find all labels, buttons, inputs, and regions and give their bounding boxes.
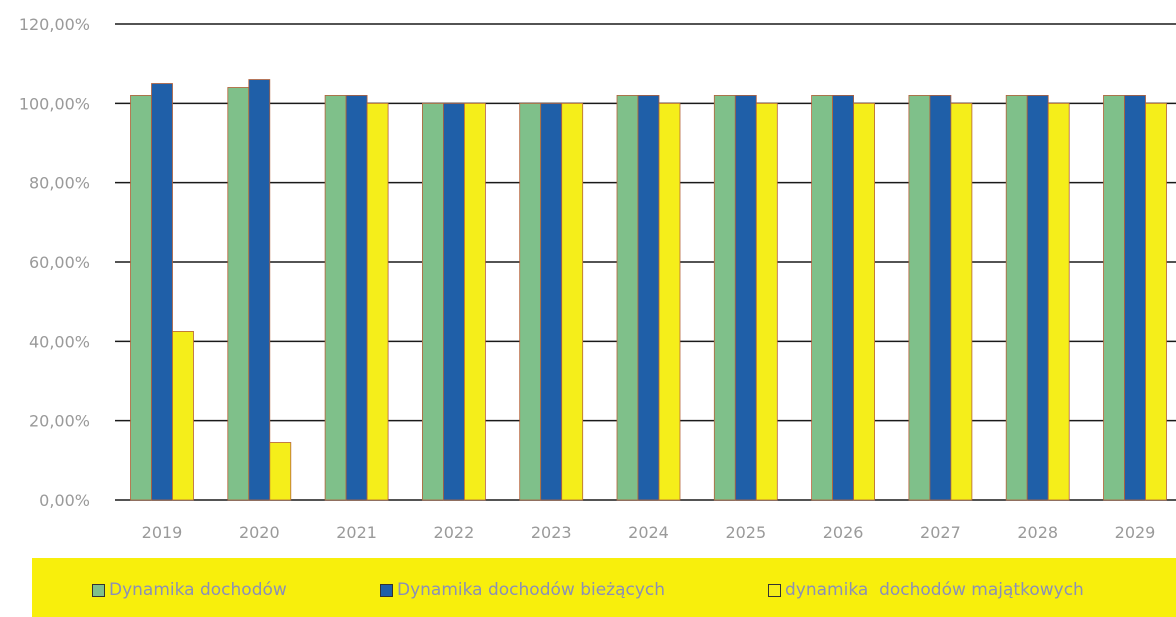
bar (734, 95, 757, 501)
bar (1103, 95, 1125, 501)
y-tick-label: 80,00% (29, 174, 90, 193)
bar (811, 95, 833, 501)
bar (637, 95, 660, 501)
y-tick-label: 100,00% (19, 94, 90, 113)
bar (1145, 102, 1167, 501)
x-tick-label: 2019 (142, 523, 183, 542)
x-tick-label: 2026 (823, 523, 864, 542)
bar (1124, 95, 1146, 501)
bar (345, 95, 368, 501)
x-tick-label: 2024 (628, 523, 669, 542)
y-tick-label: 60,00% (29, 253, 90, 272)
legend-item-dochodow-majatkowych: dynamika dochodów majątkowych (768, 580, 1084, 600)
bar (324, 95, 347, 501)
bar (1026, 95, 1049, 501)
bar (172, 331, 194, 501)
bar (1047, 102, 1070, 501)
bar-chart-plot: 0,00% 20,00% 40,00% 60,00% 80,00% 100,00% 120,… (19, 15, 1176, 542)
bar (616, 95, 639, 501)
bar (755, 102, 778, 501)
legend-label: dynamika dochodów majątkowych (785, 580, 1084, 600)
bar (832, 95, 854, 501)
bar (1005, 95, 1028, 501)
bar (950, 102, 973, 501)
bar (151, 83, 173, 501)
legend-item-dynamika-dochodow: Dynamika dochodów (92, 580, 287, 600)
x-tick-label: 2022 (434, 523, 475, 542)
bar (248, 79, 271, 501)
bar (853, 102, 875, 501)
y-tick-label: 120,00% (19, 15, 90, 34)
y-tick-label: 0,00% (39, 491, 90, 510)
x-tick-label: 2027 (920, 523, 961, 542)
bar (227, 87, 250, 501)
x-tick-label: 2020 (239, 523, 280, 542)
x-tick-label: 2025 (725, 523, 766, 542)
bar (130, 95, 152, 501)
legend-label: Dynamika dochodów bieżących (397, 580, 666, 600)
bar (658, 102, 681, 501)
bar (908, 95, 931, 501)
bar (421, 102, 444, 501)
legend-swatch-yellow (768, 583, 781, 597)
y-tick-label: 40,00% (29, 332, 90, 351)
legend-swatch-blue (380, 583, 393, 597)
bar (519, 102, 542, 501)
bar (463, 102, 486, 501)
legend-swatch-green (92, 583, 105, 597)
bar (929, 95, 952, 501)
bar (561, 102, 584, 501)
x-tick-label: 2021 (336, 523, 377, 542)
bar (366, 102, 389, 501)
bar (269, 442, 292, 501)
bar (540, 102, 563, 501)
x-tick-label: 2028 (1017, 523, 1058, 542)
x-tick-label: 2029 (1115, 523, 1156, 542)
legend-label: Dynamika dochodów (109, 580, 287, 600)
y-tick-label: 20,00% (29, 412, 90, 431)
bar (442, 102, 465, 501)
bar (713, 95, 736, 501)
x-tick-label: 2023 (531, 523, 572, 542)
legend-item-dochodow-biezacych: Dynamika dochodów bieżących (380, 580, 665, 600)
legend: Dynamika dochodów Dynamika dochodów bież… (32, 558, 1176, 617)
